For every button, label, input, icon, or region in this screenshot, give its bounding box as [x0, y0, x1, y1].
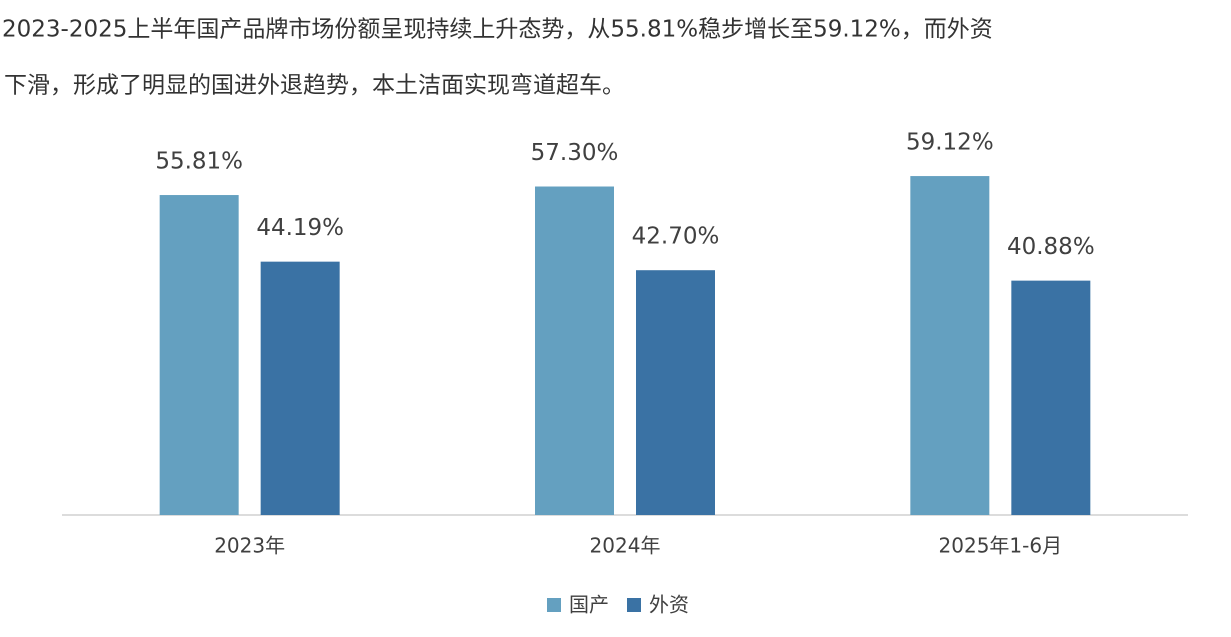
data-label: 40.88%: [1007, 234, 1095, 260]
data-label: 59.12%: [906, 130, 994, 156]
legend-label: 外资: [649, 593, 689, 617]
x-tick-label: 2023年: [214, 534, 285, 558]
bar: [636, 270, 715, 515]
data-label: 57.30%: [531, 140, 619, 166]
data-label: 44.19%: [256, 215, 344, 241]
data-label: 55.81%: [155, 149, 243, 175]
note-line: 下滑，形成了明显的国进外退趋势，本土洁面实现弯道超车。: [4, 73, 625, 99]
legend-swatch: [627, 598, 641, 612]
data-label: 42.70%: [632, 224, 720, 250]
legend-label: 国产: [569, 593, 609, 617]
x-tick-label: 2025年1-6月: [939, 534, 1063, 558]
note-line: 2023-2025上半年国产品牌市场份额呈现持续上升态势，从55.81%稳步增长…: [2, 17, 993, 43]
bar: [910, 176, 990, 515]
bar: [159, 195, 239, 516]
bar: [535, 186, 614, 516]
bar: [1011, 280, 1091, 515]
legend-swatch: [547, 598, 561, 612]
bar: [260, 261, 340, 515]
x-tick-label: 2024年: [590, 534, 661, 558]
